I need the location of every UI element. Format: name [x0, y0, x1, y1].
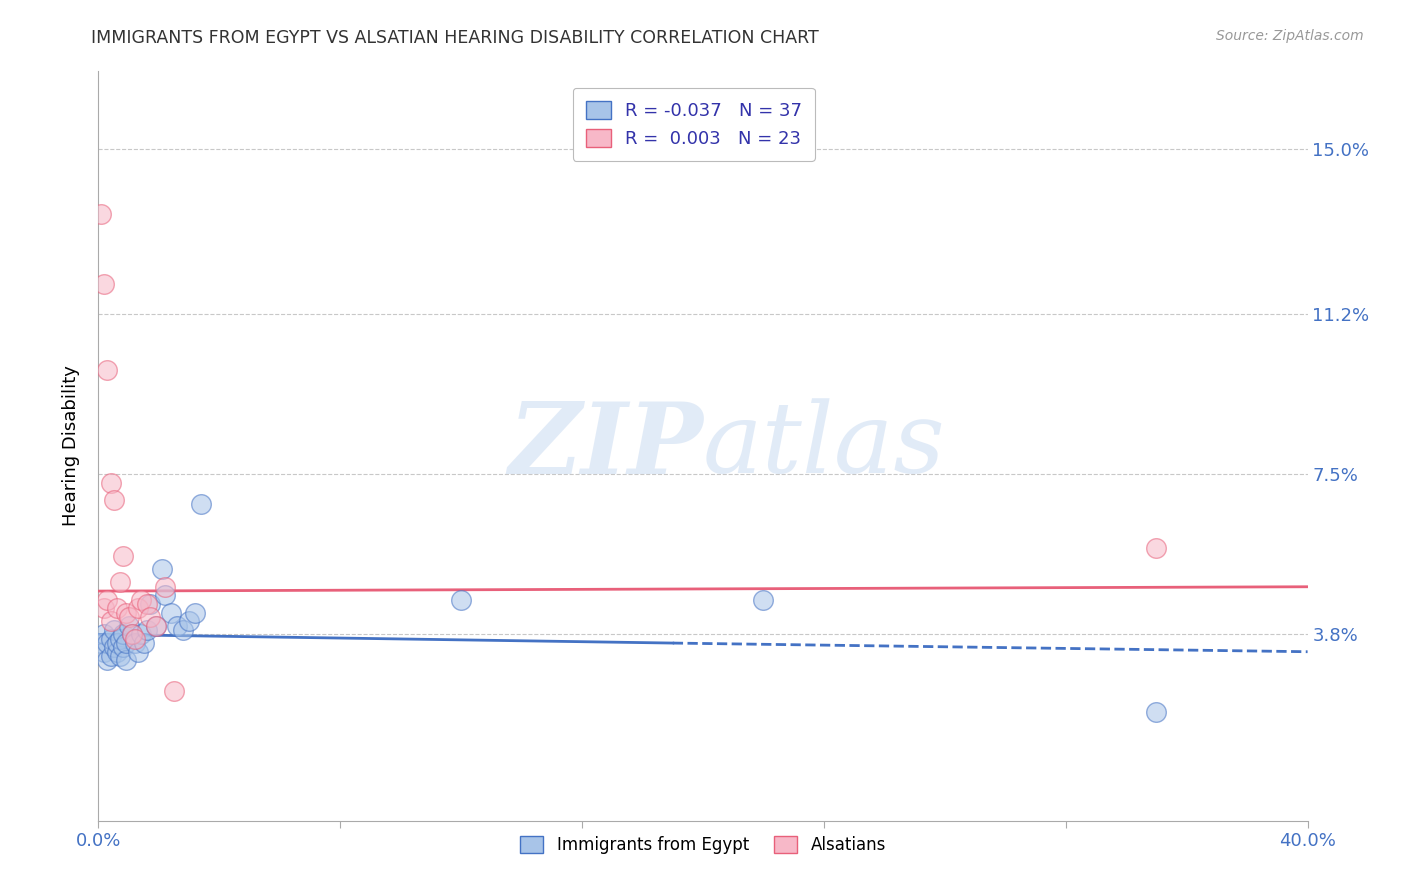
- Point: [105, 636, 128, 650]
- Point: [100, 615, 122, 629]
- Point: [132, 636, 155, 650]
- Point: [114, 636, 136, 650]
- Point: [93, 627, 115, 641]
- Point: [135, 623, 157, 637]
- Point: [184, 606, 207, 620]
- Point: [103, 493, 125, 508]
- Text: Source: ZipAtlas.com: Source: ZipAtlas.com: [1216, 29, 1364, 43]
- Legend: Immigrants from Egypt, Alsatians: Immigrants from Egypt, Alsatians: [513, 830, 893, 861]
- Point: [153, 580, 176, 594]
- Point: [93, 601, 115, 615]
- Point: [124, 632, 146, 646]
- Point: [129, 592, 152, 607]
- Point: [190, 498, 212, 512]
- Point: [166, 619, 188, 633]
- Point: [111, 640, 134, 655]
- Point: [93, 645, 115, 659]
- Y-axis label: Hearing Disability: Hearing Disability: [62, 366, 80, 526]
- Point: [114, 606, 136, 620]
- Point: [111, 627, 134, 641]
- Point: [1144, 706, 1167, 720]
- Point: [108, 575, 131, 590]
- Point: [108, 632, 131, 646]
- Point: [108, 648, 131, 663]
- Point: [1144, 541, 1167, 555]
- Point: [96, 636, 118, 650]
- Point: [121, 627, 143, 641]
- Point: [103, 623, 125, 637]
- Point: [100, 632, 122, 646]
- Point: [105, 645, 128, 659]
- Point: [90, 207, 112, 221]
- Point: [96, 592, 118, 607]
- Point: [150, 562, 173, 576]
- Point: [139, 597, 162, 611]
- Point: [118, 619, 141, 633]
- Point: [450, 592, 472, 607]
- Point: [145, 619, 167, 633]
- Point: [100, 475, 122, 490]
- Point: [114, 653, 136, 667]
- Point: [121, 627, 143, 641]
- Point: [172, 623, 194, 637]
- Point: [111, 549, 134, 564]
- Point: [153, 589, 176, 603]
- Point: [179, 615, 201, 629]
- Point: [127, 645, 149, 659]
- Point: [135, 597, 157, 611]
- Point: [127, 601, 149, 615]
- Point: [752, 592, 775, 607]
- Point: [163, 683, 186, 698]
- Text: IMMIGRANTS FROM EGYPT VS ALSATIAN HEARING DISABILITY CORRELATION CHART: IMMIGRANTS FROM EGYPT VS ALSATIAN HEARIN…: [91, 29, 820, 46]
- Text: atlas: atlas: [703, 399, 946, 493]
- Point: [90, 636, 112, 650]
- Text: ZIP: ZIP: [508, 398, 703, 494]
- Point: [118, 610, 141, 624]
- Point: [145, 619, 167, 633]
- Point: [129, 627, 152, 641]
- Point: [105, 601, 128, 615]
- Point: [93, 277, 115, 291]
- Point: [160, 606, 183, 620]
- Point: [96, 363, 118, 377]
- Point: [96, 653, 118, 667]
- Point: [103, 640, 125, 655]
- Point: [139, 610, 162, 624]
- Point: [124, 636, 146, 650]
- Point: [100, 648, 122, 663]
